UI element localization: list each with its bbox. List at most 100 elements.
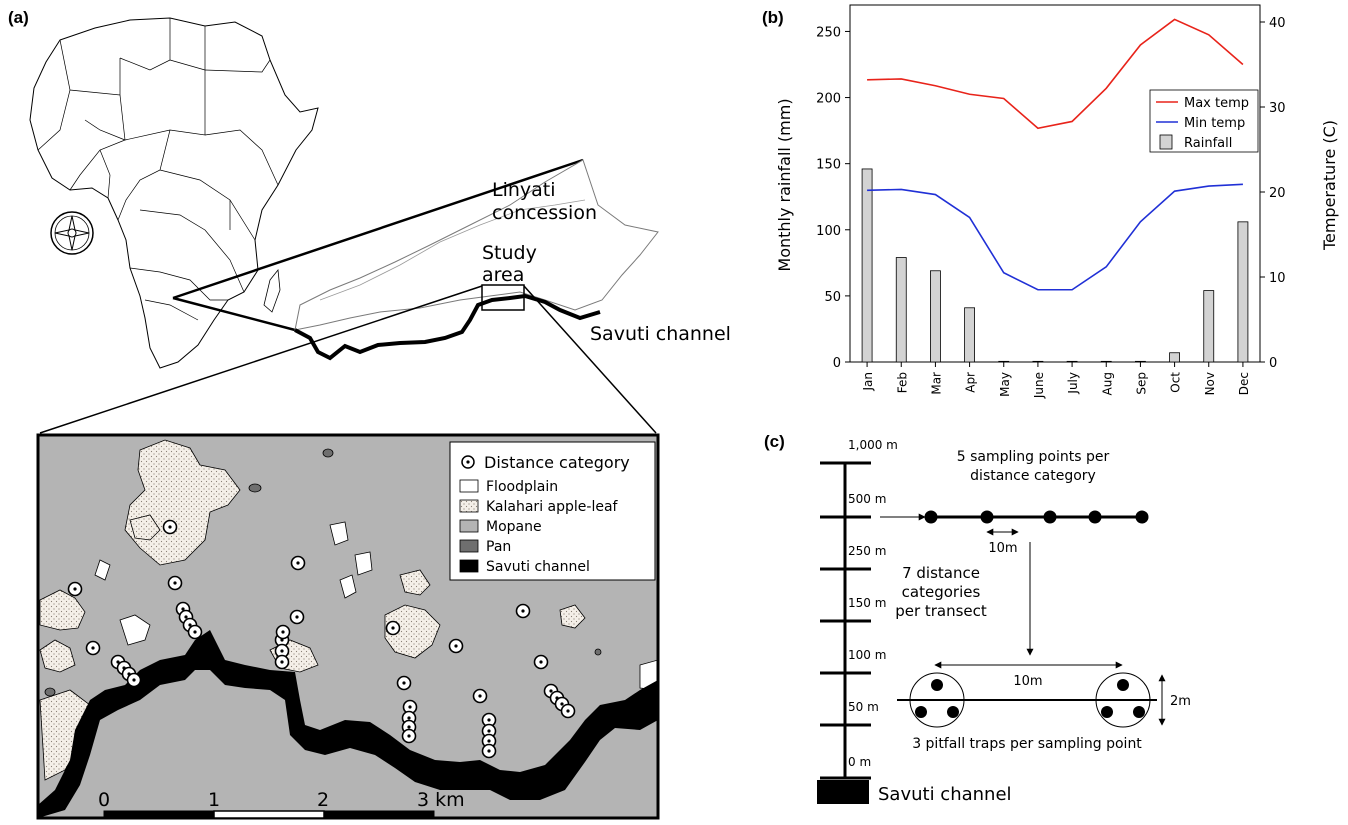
x-tick-label: June <box>1032 372 1046 399</box>
spacing-label: 10m <box>988 541 1017 556</box>
right-tick-label: 40 <box>1269 16 1286 31</box>
sampling-point-center <box>296 561 300 565</box>
distance-label: 50 m <box>848 700 879 714</box>
sampling-point-center <box>73 587 77 591</box>
compass-icon <box>50 211 94 255</box>
chart-y-label: Monthly rainfall (mm) <box>775 98 794 271</box>
chart-legend: Max temp Min temp Rainfall <box>1149 89 1259 153</box>
sampling-point-center <box>91 646 95 650</box>
climate-chart: 0 50 100 150 200 250 0 10 20 30 40 Jan Feb Mar Apr Ma… <box>775 4 1339 399</box>
sampling-point-center <box>184 615 188 619</box>
pitfall-station-left <box>909 672 965 728</box>
temperature-lines <box>867 18 1244 291</box>
sampling-point-center <box>132 678 136 682</box>
pitfall-station-right <box>1095 672 1151 728</box>
sampling-point-center <box>188 623 192 627</box>
rainfall-bar <box>895 257 907 363</box>
legend-mopane-swatch <box>459 519 479 533</box>
distance-label: 1,000 m <box>848 438 898 452</box>
distance-label: 250 m <box>848 544 886 558</box>
legend-floodplain-swatch <box>459 479 479 493</box>
sampling-point-center <box>487 718 491 722</box>
rainfall-bar <box>964 307 975 363</box>
rainfall-bars <box>861 168 1249 363</box>
sampling-point-center <box>173 581 177 585</box>
sampling-dot <box>1043 510 1057 524</box>
right-tick-label: 30 <box>1269 101 1286 116</box>
scale-tick-1: 1 <box>208 789 220 811</box>
right-axis-ticks: 0 10 20 30 40 <box>1260 16 1286 371</box>
legend-entry-label: Max temp <box>1184 96 1249 111</box>
legend-entry-label: Rainfall <box>1184 136 1232 151</box>
legend-mopane-label: Mopane <box>486 519 542 535</box>
linyati-label-line2: concession <box>492 202 597 224</box>
sampling-point-center <box>116 660 120 664</box>
x-tick-label: Nov <box>1203 372 1217 395</box>
x-tick-label: Jan <box>861 372 875 392</box>
distance-label: 0 m <box>848 755 871 769</box>
detail-map: Distance category Floodplain Kalahari ap… <box>36 433 660 820</box>
sampling-point-center <box>549 689 553 693</box>
zoom-lines-africa <box>172 158 584 332</box>
sampling-point-center <box>560 702 564 706</box>
distance-label: 100 m <box>848 648 886 662</box>
sampling-note-line2: distance category <box>970 468 1096 484</box>
rainfall-bar <box>1203 290 1215 363</box>
categories-note-line3: per transect <box>895 602 987 620</box>
savuti-channel-detail <box>38 630 658 818</box>
pitfall-note: 3 pitfall traps per sampling point <box>912 736 1142 752</box>
chart-plot-area <box>849 4 1261 363</box>
rainfall-bar <box>1135 360 1146 363</box>
sampling-point-center <box>280 649 284 653</box>
sampling-dot <box>1088 510 1102 524</box>
savuti-label: Savuti channel <box>590 323 731 345</box>
africa-map <box>29 17 319 369</box>
panel-label-c: (c) <box>764 432 785 451</box>
madagascar <box>263 268 281 313</box>
distance-label: 150 m <box>848 596 886 610</box>
panel-label-a: (a) <box>8 8 29 27</box>
sampling-point-center <box>402 681 406 685</box>
left-tick-label: 250 <box>816 25 841 40</box>
sampling-point-center <box>566 709 570 713</box>
left-tick-label: 150 <box>816 158 841 173</box>
rainfall-bar <box>1032 360 1044 363</box>
sampling-point-center <box>281 630 285 634</box>
sampling-points <box>67 519 576 759</box>
rainfall-bar <box>861 168 873 363</box>
transect-ticks: 1,000 m 500 m 250 m 150 m 100 m 50 m 0 m <box>820 438 898 780</box>
left-axis-ticks: 0 50 100 150 200 250 <box>816 25 850 371</box>
chart-y2-label: Temperature (C) <box>1320 120 1339 251</box>
legend-kalahari-swatch <box>459 499 479 513</box>
zoom-lines-detail <box>39 285 657 434</box>
right-tick-label: 20 <box>1269 186 1286 201</box>
sampling-point-center <box>408 705 412 709</box>
x-axis-ticks: Jan Feb Mar Apr May June July Aug Sep Oct Nov Dec <box>861 362 1251 399</box>
sampling-point-center <box>280 660 284 664</box>
distance-label: 500 m <box>848 492 886 506</box>
sampling-point-center <box>407 716 411 720</box>
categories-note-line1: 7 distance <box>902 564 980 582</box>
sampling-diagram: 1,000 m 500 m 250 m 150 m 100 m 50 m 0 m Savut… <box>817 438 1191 805</box>
sampling-note-line1: 5 sampling points per <box>957 449 1110 465</box>
sampling-point-center <box>487 729 491 733</box>
kalahari-patches <box>39 439 586 781</box>
scale-tick-0: 0 <box>98 789 110 811</box>
sampling-point-center <box>407 734 411 738</box>
savuti-channel-overview <box>294 293 601 361</box>
sampling-point-center <box>193 630 197 634</box>
left-tick-label: 50 <box>824 290 841 305</box>
right-tick-label: 0 <box>1269 356 1277 371</box>
x-tick-label: Dec <box>1237 372 1251 395</box>
legend-entry-label: Min temp <box>1184 116 1245 131</box>
x-tick-label: Sep <box>1134 372 1148 395</box>
x-tick-label: Mar <box>929 372 943 395</box>
linyati-concession <box>294 159 659 331</box>
panel-label-b: (b) <box>762 8 784 27</box>
rainfall-bar <box>998 360 1010 363</box>
x-tick-label: Oct <box>1169 372 1183 393</box>
legend-kalahari-label: Kalahari apple-leaf <box>486 499 619 515</box>
temperature-series-line <box>867 18 1244 130</box>
rainfall-bar <box>1100 360 1112 363</box>
